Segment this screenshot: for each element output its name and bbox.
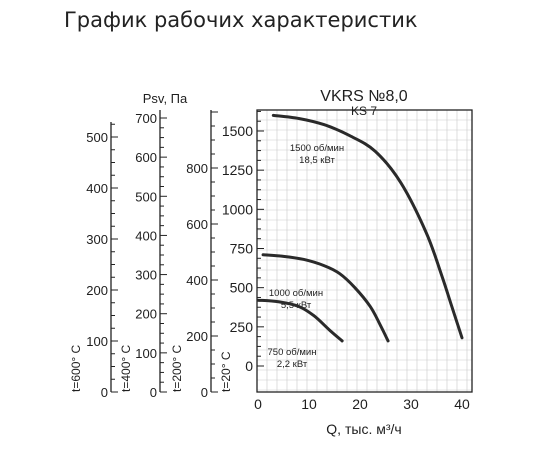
chart-subtitle: KS 7 xyxy=(351,104,377,118)
series-curve xyxy=(256,298,344,343)
temp-scale-tick-label: 600 xyxy=(186,217,208,232)
x-axis-label: Q, тыс. м³/ч xyxy=(326,421,401,437)
x-tick-label: 40 xyxy=(454,396,470,412)
series-curve xyxy=(271,113,464,340)
temp-scale-tick-label: 0 xyxy=(101,385,108,400)
plot-frame xyxy=(256,109,473,393)
temp-scale-tick-label: 300 xyxy=(135,268,157,283)
series-label: 1500 об/мин xyxy=(290,143,344,154)
temp-scale-tick-label: 0 xyxy=(201,385,208,400)
x-tick-label: 0 xyxy=(254,396,262,412)
temp-scale-tick-label: 700 xyxy=(135,111,157,126)
y-tick-label: 750 xyxy=(230,241,254,257)
series-curve xyxy=(261,253,390,343)
temp-scale-tick-label: 400 xyxy=(86,181,108,196)
y-tick-label: 500 xyxy=(230,280,254,296)
temp-scale-tick-label: 100 xyxy=(86,334,108,349)
temp-scale-label: t=600° C xyxy=(69,345,83,392)
temp-scale-tick-label: 200 xyxy=(86,283,108,298)
temp-scale-tick-label: 500 xyxy=(86,130,108,145)
temp-scale-tick-label: 500 xyxy=(135,189,157,204)
temp-scale-tick-label: 0 xyxy=(150,385,157,400)
temp-scale-tick-label: 400 xyxy=(186,273,208,288)
x-tick-label: 20 xyxy=(352,396,368,412)
temp-scale-tick-label: 800 xyxy=(186,161,208,176)
temp-scale-tick-label: 100 xyxy=(135,346,157,361)
y-tick-label: 1000 xyxy=(222,201,253,217)
temp-scale-tick-label: 300 xyxy=(86,232,108,247)
x-tick-label: 30 xyxy=(403,396,419,412)
temp-scale-tick-label: 400 xyxy=(135,228,157,243)
temp-scale-label: t=200° C xyxy=(170,345,184,392)
series-label: 1000 об/мин xyxy=(269,288,323,299)
series-power-label: 2,2 кВт xyxy=(277,359,308,370)
chart-title: VKRS №8,0 xyxy=(320,88,408,105)
series-label: 750 об/мин xyxy=(268,347,317,358)
temp-scale-tick-label: 600 xyxy=(135,150,157,165)
y-tick-label: 0 xyxy=(245,358,253,374)
y-tick-label: 250 xyxy=(230,319,254,335)
series-power-label: 18,5 кВт xyxy=(299,155,335,166)
temp-scale-tick-label: 200 xyxy=(186,329,208,344)
x-tick-label: 10 xyxy=(301,396,317,412)
y-axis-label: Psv, Па xyxy=(143,91,188,106)
y-tick-label: 1250 xyxy=(222,162,253,178)
temp-scale-tick-label: 200 xyxy=(135,307,157,322)
temp-scale-label: t=20° C xyxy=(219,351,233,392)
y-tick-label: 1500 xyxy=(222,123,253,139)
temp-scale-label: t=400° C xyxy=(119,345,133,392)
page-title: График рабочих характеристик xyxy=(64,8,418,32)
